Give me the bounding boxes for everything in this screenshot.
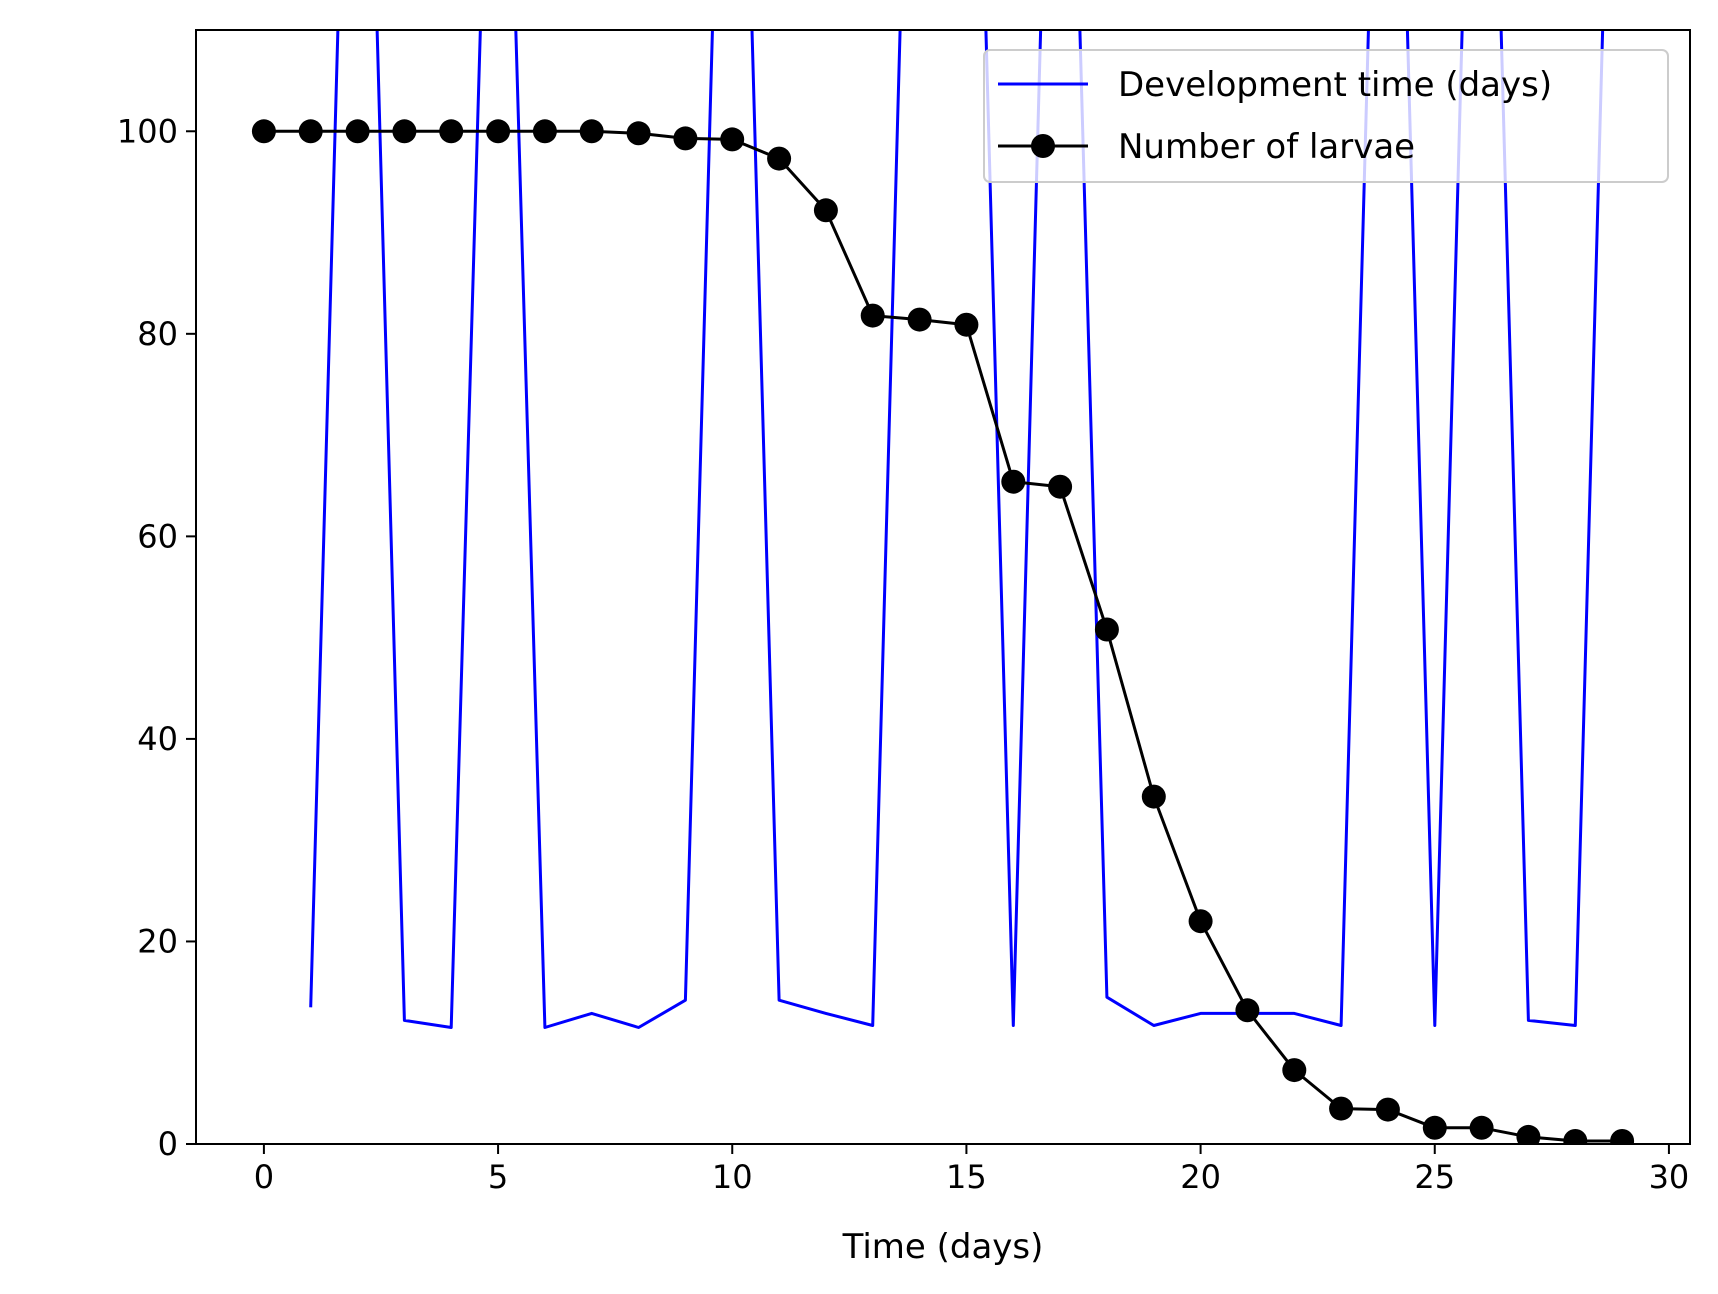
data-point (626, 121, 651, 146)
y-tick-label: 100 (117, 112, 178, 150)
data-point (298, 119, 323, 144)
data-point (251, 119, 276, 144)
data-point (439, 119, 464, 144)
legend-box (983, 49, 1669, 183)
data-point (486, 119, 511, 144)
y-tick-label: 40 (137, 720, 178, 758)
x-axis: 0 5 10 15 20 25 30 (254, 1144, 1690, 1196)
legend-label-number-of-larvae: Number of larvae (1118, 127, 1415, 167)
series-layer (251, 30, 1635, 1144)
data-point (673, 126, 698, 151)
data-point (1094, 617, 1119, 642)
plot-frame (195, 29, 1691, 1145)
data-point (1516, 1124, 1541, 1144)
data-point (1563, 1129, 1588, 1144)
data-point (860, 303, 885, 328)
data-point (1001, 469, 1026, 494)
y-axis: 0 20 40 60 80 100 (117, 112, 196, 1163)
x-tick-label: 5 (488, 1158, 508, 1196)
data-point (1422, 1115, 1447, 1140)
data-point (1048, 474, 1073, 499)
data-point (532, 119, 557, 144)
y-tick-label: 20 (137, 922, 178, 960)
data-point (954, 312, 979, 337)
x-tick-label: 15 (946, 1158, 987, 1196)
legend-marker-number-of-larvae (1031, 134, 1055, 158)
x-tick-label: 25 (1414, 1158, 1455, 1196)
y-tick-label: 60 (137, 517, 178, 555)
data-point (1469, 1115, 1494, 1140)
series-line-0 (309, 30, 1605, 1029)
data-point (813, 198, 838, 223)
data-point (907, 307, 932, 332)
x-tick-label: 0 (254, 1158, 274, 1196)
data-point (1188, 909, 1213, 934)
x-tick-label: 10 (712, 1158, 753, 1196)
x-tick-label: 30 (1649, 1158, 1690, 1196)
data-point (720, 127, 745, 152)
data-point (1610, 1129, 1635, 1144)
legend-label-development-time: Development time (days) (1118, 65, 1552, 105)
data-point (1141, 784, 1166, 809)
data-point (1282, 1058, 1307, 1083)
y-tick-label: 80 (137, 315, 178, 353)
y-tick-label: 0 (158, 1125, 178, 1163)
data-point (579, 119, 604, 144)
data-point (1329, 1096, 1354, 1121)
x-tick-label: 20 (1180, 1158, 1221, 1196)
data-point (345, 119, 370, 144)
data-point (392, 119, 417, 144)
data-point (1235, 998, 1260, 1023)
x-axis-label: Time (days) (842, 1227, 1044, 1267)
data-point (1375, 1097, 1400, 1122)
legend: Development time (days) Number of larvae (983, 49, 1669, 183)
data-point (767, 146, 792, 171)
